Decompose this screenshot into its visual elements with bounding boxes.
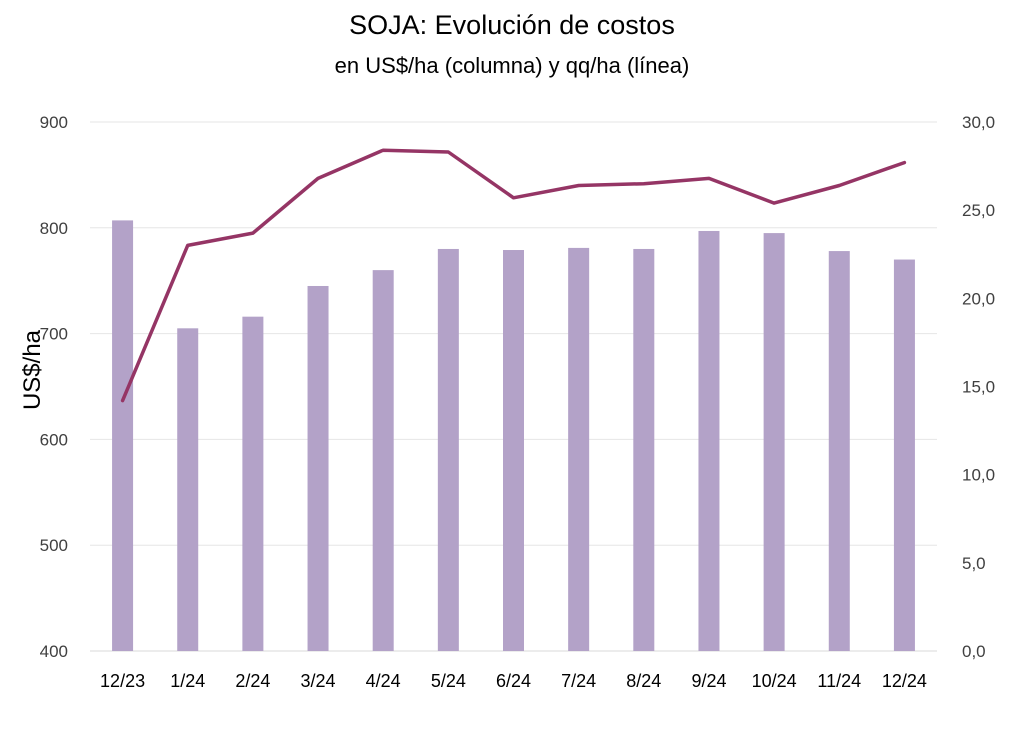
bar [372, 270, 394, 651]
y2-tick-label: 10,0 [962, 466, 995, 485]
bar [177, 328, 199, 651]
line-series [120, 148, 907, 403]
x-tick-label: 1/24 [170, 671, 205, 691]
y-axis-label: US$/ha [19, 329, 46, 410]
bar [242, 316, 264, 651]
y-tick-label: 400 [40, 642, 68, 661]
y2-tick-label: 0,0 [962, 642, 986, 661]
y-tick-label: 700 [40, 325, 68, 344]
y2-tick-label: 30,0 [962, 113, 995, 132]
bar [698, 230, 720, 651]
x-tick-label: 12/23 [100, 671, 145, 691]
y2-tick-label: 15,0 [962, 378, 995, 397]
bar [112, 220, 134, 652]
bar [893, 259, 915, 651]
bar [828, 251, 850, 652]
x-tick-label: 9/24 [691, 671, 726, 691]
y2-tick-label: 20,0 [962, 289, 995, 308]
y-tick-label: 800 [40, 219, 68, 238]
y-tick-label: 900 [40, 113, 68, 132]
x-tick-label: 6/24 [496, 671, 531, 691]
x-tick-label: 4/24 [366, 671, 401, 691]
bar [763, 233, 785, 651]
bar [307, 285, 329, 651]
bar [503, 250, 524, 651]
x-tick-label: 11/24 [817, 671, 861, 691]
y-tick-label: 500 [40, 536, 68, 555]
y-tick-label: 600 [40, 430, 68, 449]
x-tick-label: 5/24 [431, 671, 466, 691]
bar [568, 247, 590, 652]
x-tick-label: 3/24 [301, 671, 336, 691]
bar [437, 248, 459, 651]
y2-tick-label: 5,0 [962, 554, 986, 573]
x-axis-ticks: 12/23 1/24 2/24 3/24 4/24 5/24 6/24 7/24 8/24 9/2… [100, 671, 927, 691]
right-axis-ticks: 0,0 5,0 10,0 15,0 20,0 25,0 30,0 [962, 113, 995, 661]
x-tick-label: 8/24 [626, 671, 661, 691]
chart-subtitle: en US$/ha (columna) y qq/ha (línea) [335, 53, 690, 78]
x-tick-label: 10/24 [752, 671, 797, 691]
x-tick-label: 2/24 [235, 671, 270, 691]
bar [633, 248, 655, 651]
left-axis-ticks: 400 500 600 700 800 900 [40, 113, 68, 661]
x-tick-label: 7/24 [561, 671, 596, 691]
chart-title: SOJA: Evolución de costos [349, 10, 675, 40]
y2-tick-label: 25,0 [962, 201, 995, 220]
x-tick-label: 12/24 [882, 671, 927, 691]
bar-series [112, 220, 915, 652]
line-series-path [120, 148, 907, 403]
